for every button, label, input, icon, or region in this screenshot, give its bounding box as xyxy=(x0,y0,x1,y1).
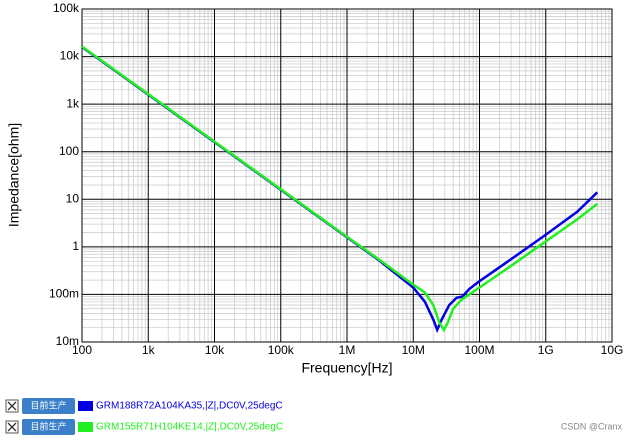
legend-badge xyxy=(22,398,75,414)
y-tick-label: 100 xyxy=(59,144,79,158)
legend-label: GRM155R71H104KE14,|Z|,DC0V,25degC xyxy=(96,422,283,433)
x-tick-label: 1G xyxy=(538,343,554,357)
series-line xyxy=(81,45,599,333)
x-tick-label: 100k xyxy=(268,343,295,357)
watermark: CSDN @Cranx xyxy=(561,421,623,431)
y-tick-label: 1 xyxy=(72,239,79,253)
x-tick-label: 10G xyxy=(601,343,624,357)
y-tick-label: 10 xyxy=(66,191,80,205)
y-axis-label: Impedance[ohm] xyxy=(6,123,22,227)
legend-badge-text: 目前生产 xyxy=(30,399,66,410)
legend-swatch xyxy=(78,422,93,432)
y-tick-label: 100m xyxy=(49,287,79,301)
x-tick-label: 1k xyxy=(142,343,156,357)
legend-checkbox-cross xyxy=(7,401,17,411)
y-tick-label: 10m xyxy=(56,334,79,348)
x-tick-label: 10k xyxy=(205,343,225,357)
x-tick-label: 100M xyxy=(464,343,494,357)
x-tick-label: 1M xyxy=(339,343,356,357)
x-tick-label: 10M xyxy=(402,343,425,357)
legend-badge xyxy=(22,419,75,435)
y-tick-label: 100k xyxy=(53,1,80,15)
x-tick-label: 100 xyxy=(72,343,92,357)
legend-checkbox-cross xyxy=(7,422,17,432)
legend-label: GRM188R72A104KA35,|Z|,DC0V,25degC xyxy=(96,401,283,412)
x-axis-label: Frequency[Hz] xyxy=(301,360,392,376)
plot-frame xyxy=(81,8,613,343)
y-tick-label: 10k xyxy=(60,49,80,63)
legend-swatch xyxy=(78,401,93,411)
legend-badge-text: 目前生产 xyxy=(30,420,66,431)
y-tick-label: 1k xyxy=(66,96,80,110)
